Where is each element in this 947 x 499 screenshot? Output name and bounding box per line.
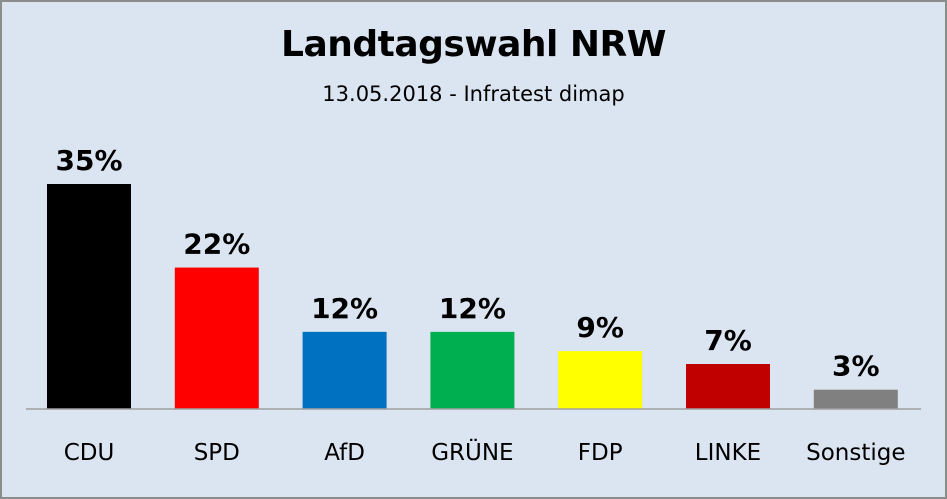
chart-title: Landtagswahl NRW (281, 24, 666, 65)
bar-sonstige (813, 389, 898, 409)
bar-spd (174, 267, 259, 409)
value-label: 9% (576, 311, 624, 344)
bar-cdu (47, 184, 131, 409)
labels-group: 35% CDU 22% SPD 12% AfD 12% GRÜNE 9% FDP 7% LINKE 3%… (55, 144, 905, 466)
value-label: 22% (183, 228, 250, 261)
category-label: GRÜNE (431, 438, 513, 466)
category-label: LINKE (695, 440, 761, 466)
bar-linke (686, 364, 770, 409)
bar-fdp (558, 351, 643, 409)
category-label: AfD (324, 440, 365, 466)
chart-subtitle: 13.05.2018 - Infratest dimap (322, 82, 625, 106)
category-label: SPD (194, 440, 240, 466)
value-label: 7% (704, 324, 752, 357)
category-label: FDP (578, 440, 623, 466)
category-label: Sonstige (806, 440, 905, 466)
bar-afd (302, 331, 387, 409)
value-label: 3% (832, 350, 880, 383)
value-label: 12% (311, 292, 378, 325)
bars-group (47, 184, 898, 409)
category-label: CDU (64, 440, 115, 466)
value-label: 12% (439, 292, 506, 325)
bar-grüne (430, 331, 515, 409)
value-label: 35% (55, 144, 122, 177)
